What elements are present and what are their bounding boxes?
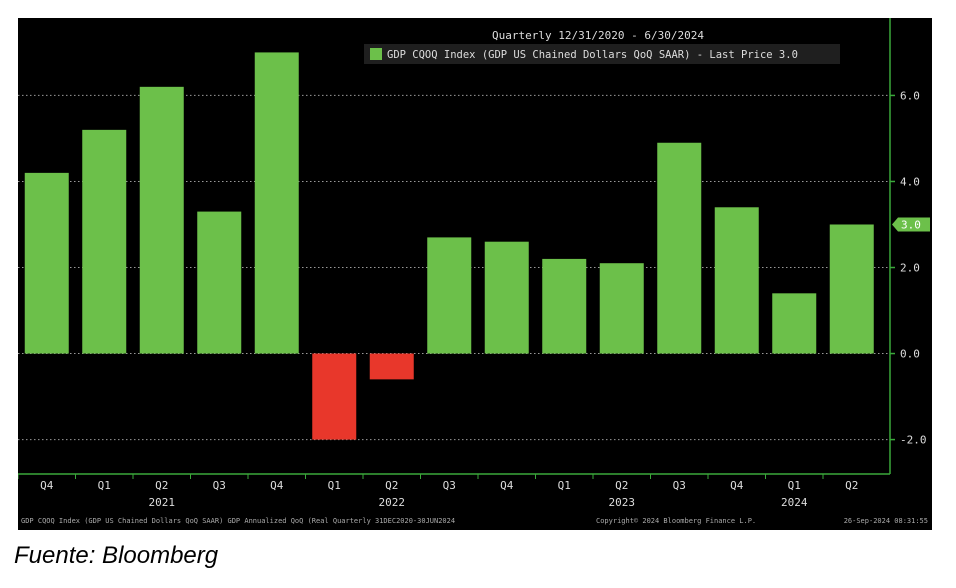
- footer-right: 26-Sep-2024 08:31:55: [844, 517, 928, 525]
- bar-7: [427, 237, 472, 354]
- x-tick-label-2: Q2: [155, 479, 168, 492]
- x-year-label-3: 2024: [781, 496, 808, 509]
- x-tick-label-9: Q1: [558, 479, 571, 492]
- y-tick-label-1: 4.0: [900, 175, 920, 188]
- x-tick-label-4: Q4: [270, 479, 284, 492]
- x-tick-label-6: Q2: [385, 479, 398, 492]
- bar-11: [657, 142, 702, 354]
- x-year-label-2: 2023: [609, 496, 636, 509]
- bar-13: [772, 293, 817, 354]
- chart-title: Quarterly 12/31/2020 - 6/30/2024: [492, 29, 704, 42]
- last-price-label: 3.0: [901, 218, 921, 231]
- bar-2: [139, 86, 184, 354]
- bar-5: [312, 353, 357, 440]
- x-tick-label-11: Q3: [673, 479, 686, 492]
- source-caption: Fuente: Bloomberg: [14, 542, 219, 569]
- y-tick-label-4: -2.0: [900, 434, 927, 447]
- bar-4: [254, 52, 299, 354]
- bloomberg-gdp-chart: 6.0 4.0 2.0 0.0 -2.0 3.0 Q4 Q1 Q2 Q3 Q4 Q1 Q2 Q3 Q4 Q1 Q…: [18, 18, 932, 530]
- bar-10: [599, 263, 644, 354]
- x-tick-label-7: Q3: [443, 479, 456, 492]
- x-year-label-0: 2021: [149, 496, 176, 509]
- x-tick-label-8: Q4: [500, 479, 514, 492]
- bar-6: [369, 353, 414, 380]
- footer-left: GDP CQOQ Index (GDP US Chained Dollars Q…: [21, 517, 455, 525]
- x-tick-label-13: Q1: [788, 479, 801, 492]
- bar-12: [714, 207, 759, 354]
- chart-svg: 6.0 4.0 2.0 0.0 -2.0 3.0 Q4 Q1 Q2 Q3 Q4 Q1 Q2 Q3 Q4 Q1 Q…: [18, 18, 930, 525]
- legend-label: GDP CQOQ Index (GDP US Chained Dollars Q…: [387, 49, 798, 61]
- bar-8: [484, 241, 529, 354]
- x-year-label-1: 2022: [379, 496, 406, 509]
- y-tick-label-0: 6.0: [900, 89, 920, 102]
- bar-1: [82, 129, 127, 354]
- x-tick-label-14: Q2: [845, 479, 858, 492]
- bar-0: [24, 172, 69, 354]
- footer-center: Copyright© 2024 Bloomberg Finance L.P.: [596, 517, 756, 525]
- last-price-marker: [892, 217, 930, 232]
- bar-14: [829, 224, 874, 354]
- bar-9: [542, 258, 587, 354]
- x-tick-label-12: Q4: [730, 479, 744, 492]
- x-tick-label-5: Q1: [328, 479, 341, 492]
- x-tick-label-3: Q3: [213, 479, 226, 492]
- y-tick-label-2: 2.0: [900, 262, 920, 275]
- x-tick-label-0: Q4: [40, 479, 54, 492]
- legend-box: [364, 44, 840, 64]
- legend-swatch: [370, 48, 382, 60]
- x-tick-label-1: Q1: [98, 479, 111, 492]
- y-tick-label-3: 0.0: [900, 348, 920, 361]
- x-tick-label-10: Q2: [615, 479, 628, 492]
- bar-3: [197, 211, 242, 354]
